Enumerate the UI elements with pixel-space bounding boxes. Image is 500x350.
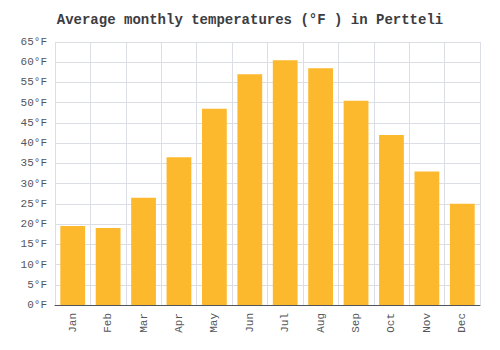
svg-text:5°F: 5°F bbox=[27, 279, 47, 291]
svg-text:25°F: 25°F bbox=[21, 198, 47, 210]
svg-text:Average monthly temperatures (: Average monthly temperatures (°F ) in Pe… bbox=[57, 12, 443, 28]
svg-text:60°F: 60°F bbox=[21, 56, 47, 68]
svg-text:40°F: 40°F bbox=[21, 137, 47, 149]
svg-text:65°F: 65°F bbox=[21, 36, 47, 48]
svg-text:Jun: Jun bbox=[244, 313, 256, 333]
svg-text:35°F: 35°F bbox=[21, 157, 47, 169]
svg-text:Feb: Feb bbox=[102, 313, 114, 333]
svg-text:Apr: Apr bbox=[173, 313, 185, 333]
svg-text:15°F: 15°F bbox=[21, 238, 47, 250]
svg-text:30°F: 30°F bbox=[21, 178, 47, 190]
svg-text:Jan: Jan bbox=[67, 313, 79, 333]
svg-text:45°F: 45°F bbox=[21, 117, 47, 129]
svg-text:50°F: 50°F bbox=[21, 97, 47, 109]
svg-text:Sep: Sep bbox=[350, 313, 362, 333]
svg-text:Jul: Jul bbox=[279, 313, 291, 333]
svg-text:Oct: Oct bbox=[385, 313, 397, 333]
svg-text:Mar: Mar bbox=[138, 313, 150, 333]
svg-text:55°F: 55°F bbox=[21, 76, 47, 88]
svg-text:Aug: Aug bbox=[315, 313, 327, 333]
svg-text:20°F: 20°F bbox=[21, 218, 47, 230]
svg-text:May: May bbox=[208, 313, 220, 333]
svg-text:10°F: 10°F bbox=[21, 259, 47, 271]
svg-text:Nov: Nov bbox=[421, 313, 433, 333]
svg-text:0°F: 0°F bbox=[27, 299, 47, 311]
svg-text:Dec: Dec bbox=[456, 313, 468, 333]
